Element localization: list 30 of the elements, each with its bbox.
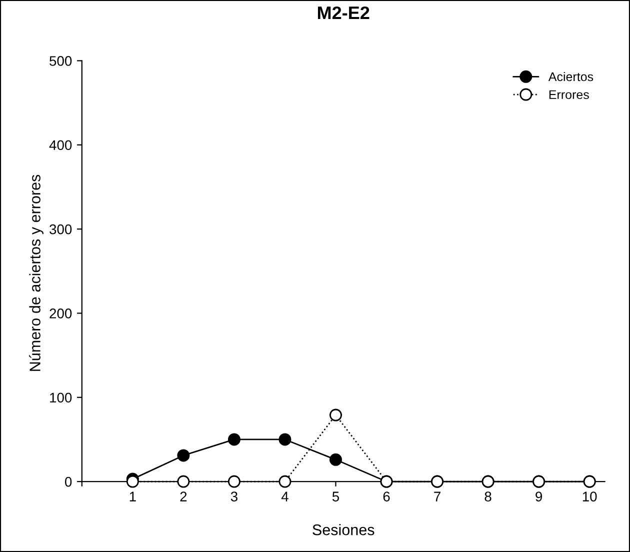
x-tick-label: 3 xyxy=(230,492,238,502)
x-tick-label: 1 xyxy=(130,492,136,502)
y-tick-label: 400 xyxy=(49,140,72,150)
point xyxy=(278,433,292,446)
point xyxy=(329,453,342,466)
y-tick-label: 300 xyxy=(50,224,72,234)
y-tick-label: 100 xyxy=(50,392,72,403)
y-tick-label: 500 xyxy=(50,56,72,66)
point xyxy=(228,433,240,446)
x-tick-label: 5 xyxy=(332,492,340,502)
point xyxy=(278,475,292,488)
point xyxy=(329,408,342,422)
y-tick-label: 0 xyxy=(64,476,72,487)
x-tick-label: 8 xyxy=(484,492,492,502)
x-tick-label: 7 xyxy=(434,492,440,502)
point xyxy=(228,475,240,488)
legend-label: Aciertos xyxy=(548,72,594,82)
x-tick-label: 2 xyxy=(180,492,187,502)
chart-title: M2-E2 xyxy=(318,6,370,20)
x-tick-label: 6 xyxy=(383,492,390,502)
point xyxy=(177,449,190,462)
x-tick-label: 4 xyxy=(281,492,288,502)
x-tick-label: 10 xyxy=(582,492,597,502)
point xyxy=(177,475,190,488)
y-tick-label: 200 xyxy=(50,308,72,318)
y-axis-title: Número de aciertos y errores xyxy=(29,174,44,371)
x-tick-label: 9 xyxy=(536,492,542,502)
legend-label: Errores xyxy=(549,90,589,100)
x-axis-title: Sesiones xyxy=(312,524,374,536)
point xyxy=(126,475,139,488)
